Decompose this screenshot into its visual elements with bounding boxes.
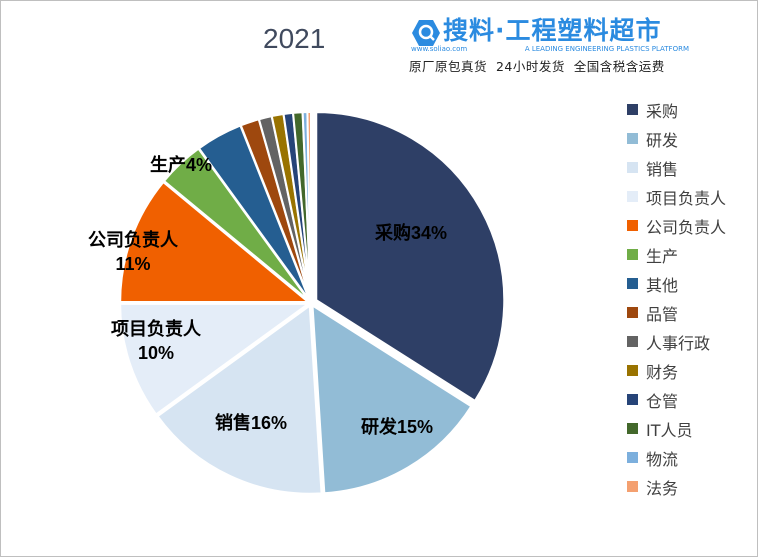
legend-label: 财务	[646, 362, 679, 382]
legend-item: 公司负责人	[627, 211, 726, 240]
legend-swatch	[627, 104, 638, 115]
legend-item: 仓管	[627, 385, 726, 414]
legend-swatch	[627, 162, 638, 173]
data-label-3: 项目负责人 10%	[111, 318, 202, 363]
legend-swatch	[627, 133, 638, 144]
pie-slice-1	[311, 303, 473, 495]
legend-label: 销售	[646, 159, 679, 179]
legend-item: 项目负责人	[627, 182, 726, 211]
legend-label: 品管	[646, 304, 679, 324]
chart-title: 2021	[263, 23, 326, 54]
legend-swatch	[627, 307, 638, 318]
legend-item: 财务	[627, 356, 726, 385]
data-label-0: 采购34%	[374, 222, 447, 243]
legend-label: 物流	[646, 449, 679, 469]
hexagon-search-icon	[412, 20, 440, 46]
logo-tagline: A LEADING ENGINEERING PLASTICS PLATFORM	[524, 45, 689, 53]
legend-item: 人事行政	[627, 327, 726, 356]
legend: 采购研发销售项目负责人公司负责人生产其他品管人事行政财务仓管 IT人员物流法务	[627, 95, 726, 501]
legend-item: 其他	[627, 269, 726, 298]
legend-swatch	[627, 278, 638, 289]
pie-slice-3	[119, 302, 312, 416]
data-label-line: 项目负责人	[111, 318, 202, 339]
legend-label: 仓管	[646, 391, 679, 411]
legend-swatch	[627, 365, 638, 376]
legend-item: 物流	[627, 443, 726, 472]
legend-item: 生产	[627, 240, 726, 269]
data-label-4: 公司负责人 11%	[88, 229, 179, 274]
legend-swatch	[627, 336, 638, 347]
legend-swatch	[627, 220, 638, 231]
legend-label: 采购	[646, 101, 679, 121]
legend-label: 人事行政	[646, 333, 711, 353]
data-label-5: 生产4%	[150, 154, 212, 175]
legend-item: 法务	[627, 472, 726, 501]
legend-item: 研发	[627, 124, 726, 153]
legend-item: 采购	[627, 95, 726, 124]
data-label-line: 10%	[138, 343, 174, 363]
data-label-line: 研发15%	[361, 416, 433, 437]
data-label-line: 公司负责人	[88, 229, 179, 250]
soliao-logo: 搜料·工程塑料超市 www.soliao.com A LEADING ENGINE…	[409, 17, 689, 75]
legend-label: 研发	[646, 130, 679, 150]
legend-label: 法务	[646, 478, 679, 498]
legend-item: IT人员	[627, 414, 726, 443]
legend-label: 项目负责人	[646, 188, 727, 208]
pie-slice-2	[156, 303, 323, 495]
pie-slice-0	[315, 111, 506, 403]
data-label-2: 销售16%	[215, 412, 287, 433]
data-label-1: 研发15%	[361, 416, 433, 437]
data-label-line: 采购34%	[374, 222, 447, 243]
legend-label: IT人员	[646, 420, 693, 440]
logo-slogan: 原厂原包真货 24小时发货 全国含税含运费	[409, 59, 665, 74]
legend-swatch	[627, 423, 638, 434]
data-label-line: 销售16%	[215, 412, 287, 433]
pie-slice-4	[119, 180, 311, 303]
legend-swatch	[627, 452, 638, 463]
pie-chart: 采购34% 研发15% 销售16% 项目负责人 10% 公司负责人 11% 生产4%	[88, 110, 506, 495]
legend-swatch	[627, 394, 638, 405]
legend-label: 其他	[646, 275, 679, 295]
pie-slice-13	[306, 110, 312, 301]
data-label-line: 生产4%	[150, 154, 212, 175]
legend-swatch	[627, 481, 638, 492]
legend-item: 销售	[627, 153, 726, 182]
legend-item: 品管	[627, 298, 726, 327]
logo-url: www.soliao.com	[411, 45, 468, 53]
logo-main: 搜料·工程塑料超市	[443, 16, 662, 45]
legend-label: 生产	[646, 246, 679, 266]
legend-label: 公司负责人	[646, 217, 727, 237]
data-label-line: 11%	[115, 254, 150, 274]
legend-swatch	[627, 249, 638, 260]
legend-swatch	[627, 191, 638, 202]
